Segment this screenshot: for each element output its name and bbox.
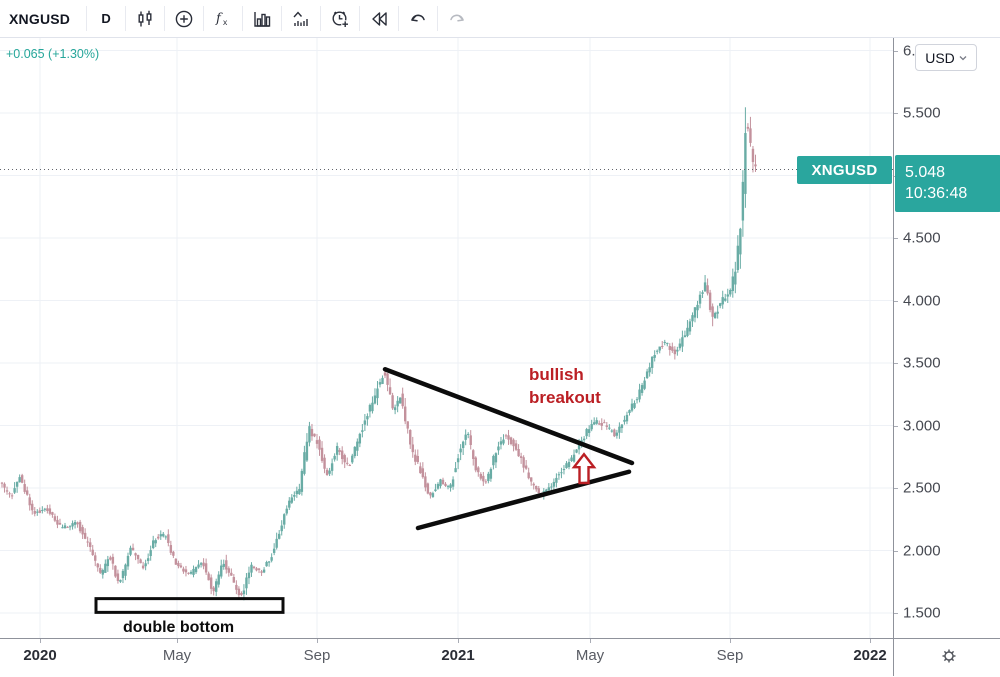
time-axis-label: 2020	[23, 647, 57, 664]
price-axis[interactable]: 6.0005.5005.0004.5004.0003.5003.0002.500…	[893, 37, 1000, 638]
toolbar-separator	[203, 6, 205, 31]
toolbar-separator	[86, 6, 88, 31]
price-axis-label: 4.500	[903, 229, 941, 247]
svg-text:x: x	[223, 17, 228, 27]
time-axis-tick	[870, 639, 871, 643]
undo-icon	[411, 14, 425, 22]
replay-button[interactable]	[362, 4, 396, 34]
bullish-breakout-annotation: bullish breakout	[529, 363, 601, 409]
alert-button[interactable]	[323, 4, 357, 34]
rewind-icon	[372, 11, 387, 26]
time-axis-tick	[40, 639, 41, 643]
price-axis-tick	[894, 300, 898, 302]
time-axis-label: 2022	[853, 647, 887, 664]
redo-button[interactable]	[440, 4, 474, 34]
chart-plot-area[interactable]: +0.065 (+1.30%) bullish breakout double …	[0, 37, 893, 638]
price-axis-label: 2.500	[903, 479, 941, 497]
toolbar-separator	[437, 6, 439, 31]
toolbar-separator	[242, 6, 244, 31]
settings-gear-button[interactable]	[938, 646, 960, 668]
templates-button[interactable]	[284, 4, 318, 34]
time-axis-label: Sep	[303, 647, 331, 664]
plus-circle-icon	[175, 10, 193, 27]
time-axis-tick	[177, 639, 178, 643]
price-axis-tick	[894, 613, 898, 614]
annotation-line1: bullish	[529, 365, 584, 384]
annotation-line2: breakout	[529, 388, 601, 407]
symbol-title[interactable]: XNGUSD	[9, 10, 71, 27]
bar-chart-button[interactable]	[245, 4, 279, 34]
price-axis-label: 4.000	[903, 292, 941, 309]
time-axis-tick	[317, 639, 318, 643]
price-axis-tick	[894, 550, 898, 552]
currency-label: USD	[925, 49, 955, 66]
time-axis-tick	[730, 639, 731, 643]
price-axis-label: 3.000	[903, 417, 941, 434]
axis-corner-divider	[893, 638, 894, 676]
toolbar-separator	[398, 6, 400, 31]
chart-style-button[interactable]	[128, 4, 162, 34]
currency-selector-button[interactable]: USD	[915, 44, 977, 71]
interval-button[interactable]: D	[89, 4, 123, 34]
svg-text:f: f	[215, 11, 223, 26]
toolbar-separator	[359, 6, 361, 31]
last-price-value: 5.048	[905, 164, 946, 181]
toolbar-separator	[125, 6, 127, 31]
symbol-price-flag: XNGUSD	[797, 156, 892, 184]
price-axis-label: 2.000	[903, 542, 941, 559]
indicators-icon	[293, 10, 308, 26]
price-axis-label: 3.500	[903, 354, 941, 372]
redo-icon	[450, 14, 464, 22]
time-axis-tick	[458, 639, 459, 643]
bar-chart-icon	[254, 11, 271, 27]
alarm-plus-icon	[332, 10, 350, 28]
last-price-time: 10:36:48	[905, 185, 968, 202]
candlestick-chart[interactable]	[0, 37, 893, 638]
time-axis[interactable]: 2020 May Sep 2021 May Sep 2022	[0, 638, 1000, 677]
price-axis-tick	[894, 238, 898, 239]
chevron-down-icon	[959, 55, 967, 60]
candles-icon	[138, 10, 152, 26]
price-axis-tick	[894, 363, 898, 364]
time-axis-label: 2021	[441, 647, 475, 664]
time-axis-tick	[590, 639, 591, 643]
time-axis-label: May	[575, 647, 605, 664]
price-axis-tick	[894, 488, 898, 489]
price-axis-label: 5.500	[903, 104, 941, 122]
gear-icon	[942, 649, 956, 662]
time-axis-label: May	[162, 647, 192, 664]
last-price-badge: 5.048 10:36:48	[895, 155, 1000, 212]
undo-button[interactable]	[401, 4, 435, 34]
price-axis-tick	[894, 50, 898, 52]
toolbar-separator	[281, 6, 283, 31]
price-axis-tick	[894, 425, 898, 427]
price-axis-label: 1.500	[903, 604, 941, 622]
compare-add-button[interactable]	[167, 4, 201, 34]
price-axis-tick	[894, 113, 898, 114]
toolbar-separator	[320, 6, 322, 31]
price-change-label: +0.065 (+1.30%)	[6, 47, 100, 61]
time-axis-label: Sep	[716, 647, 744, 664]
double-bottom-annotation: double bottom	[123, 619, 235, 636]
toolbar-separator	[164, 6, 166, 31]
